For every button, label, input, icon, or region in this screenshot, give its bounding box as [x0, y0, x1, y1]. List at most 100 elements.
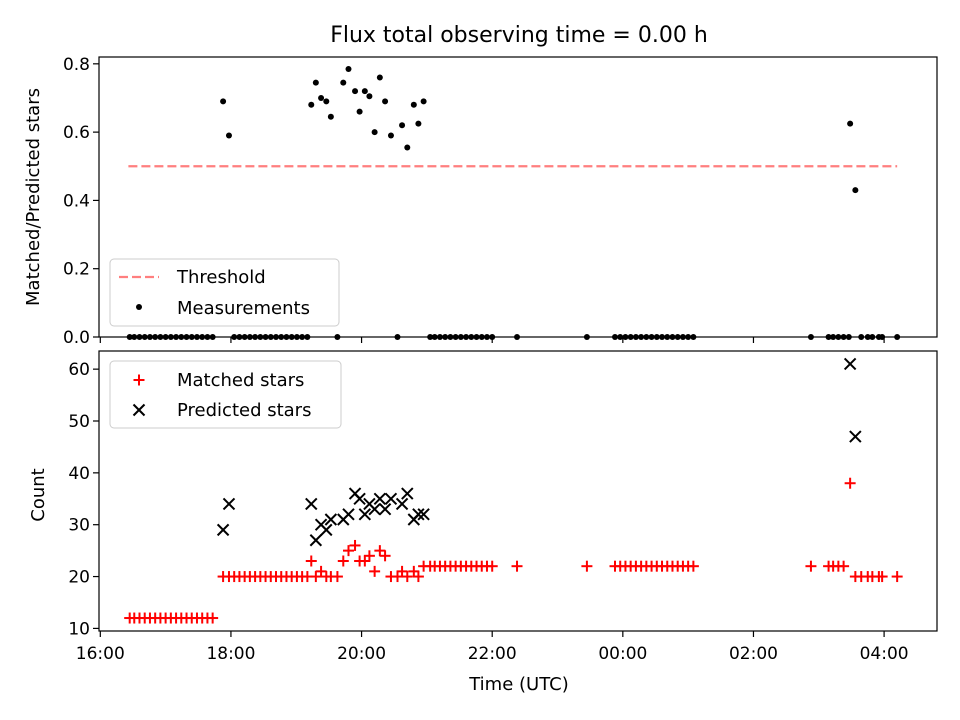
matched-star-marker: [369, 565, 381, 577]
top-x-ticks: [99, 337, 885, 343]
measurement-point: [318, 94, 325, 101]
measurement-point: [356, 108, 363, 115]
matched-star-marker: [207, 612, 219, 624]
bottom-plot-marks: [124, 357, 903, 624]
measurement-point: [371, 129, 378, 136]
predicted-star-stroke-b: [216, 523, 230, 537]
bottom-x-tick-label: 22:00: [468, 644, 517, 664]
matched-star-marker: [401, 571, 413, 583]
predicted-star-stroke-b: [353, 492, 366, 505]
measurement-point: [387, 132, 394, 139]
bottom-axes-frame: [98, 350, 938, 632]
matched-star-marker: [363, 550, 375, 562]
legend-measurements-swatch: [136, 304, 142, 310]
bottom-x-tick-label: 02:00: [729, 644, 778, 664]
predicted-star-marker: [412, 508, 425, 521]
predicted-star-stroke-b: [305, 497, 318, 511]
top-y-tick-label: 0.6: [63, 123, 90, 143]
measurement-point: [366, 93, 373, 100]
predicted-star-stroke-b: [358, 508, 372, 521]
measurement-point: [345, 65, 352, 72]
predicted-star-marker: [849, 430, 862, 443]
bottom-panel: 10 20 30 40 50 60 16:00 18:00 20:00 22:00 00:00 02…: [28, 350, 938, 695]
bottom-legend: Matched stars Predicted stars: [109, 360, 342, 429]
matched-star-marker: [805, 560, 817, 572]
legend-predicted-swatch-b: [132, 403, 146, 417]
predicted-star-marker: [320, 523, 333, 537]
predicted-star-marker: [305, 497, 318, 511]
top-legend-box: [109, 258, 340, 327]
bottom-y-tick-label: 40: [68, 464, 90, 484]
bottom-x-tick-label: 18:00: [206, 644, 255, 664]
top-y-tick-label: 0.8: [63, 55, 90, 75]
top-panel: 0.00.20.40.60.8 Matched/Predicted stars …: [23, 55, 938, 348]
measurement-point: [420, 98, 427, 105]
top-y-tick-label: 0.2: [63, 260, 90, 280]
bottom-y-axis: 10 20 30 40 50 60: [68, 360, 99, 639]
predicted-star-marker: [384, 492, 398, 505]
measurement-point: [327, 113, 334, 120]
measurement-point: [847, 120, 854, 127]
measurement-point: [323, 98, 330, 105]
top-y-axis: 0.0 0.2 0.4 0.6 0.8: [63, 55, 99, 348]
predicted-star-marker: [353, 492, 366, 505]
predicted-star-stroke-b: [412, 508, 425, 521]
matched-star-marker: [412, 571, 424, 583]
matched-star-marker: [331, 571, 343, 583]
matched-star-marker: [876, 571, 888, 583]
top-axes-frame: [98, 56, 938, 338]
bottom-x-tick-label: 20:00: [337, 644, 386, 664]
bottom-x-tick-label: 04:00: [860, 644, 909, 664]
legend-matched-label: Matched stars: [177, 370, 304, 391]
predicted-star-stroke-b: [378, 502, 392, 516]
matched-star-marker: [838, 560, 850, 572]
predicted-star-marker: [417, 508, 430, 521]
predicted-star-stroke-b: [384, 492, 398, 505]
measurement-point: [308, 101, 315, 108]
measurement-point: [361, 88, 368, 95]
figure-title: Flux total observing time = 0.00 h: [330, 23, 708, 48]
predicted-star-marker: [378, 502, 392, 516]
bottom-x-axis: 16:00 18:00 20:00 22:00 00:00 02:00 04:00: [76, 631, 909, 664]
measurement-point: [852, 187, 859, 194]
predicted-star-marker: [843, 357, 857, 371]
matched-star-marker: [310, 571, 322, 583]
predicted-star-marker: [342, 508, 355, 521]
bottom-y-tick-label: 50: [68, 412, 90, 432]
measurement-point: [220, 98, 227, 105]
measurement-point: [376, 74, 383, 81]
measurement-point: [352, 88, 359, 95]
matched-star-marker: [687, 560, 699, 572]
legend-threshold-label: Threshold: [176, 267, 266, 288]
predicted-star-stroke-b: [373, 492, 387, 505]
bottom-y-tick-label: 10: [68, 619, 90, 639]
top-y-axis-label: Matched/Predicted stars: [23, 88, 44, 306]
legend-predicted-label: Predicted stars: [177, 400, 311, 421]
predicted-star-stroke-b: [324, 513, 338, 526]
legend-measurements-label: Measurements: [177, 298, 310, 319]
predicted-star-stroke-b: [417, 508, 430, 521]
predicted-star-marker: [216, 523, 230, 537]
matched-star-marker: [315, 565, 327, 577]
matched-star-marker: [581, 560, 593, 572]
predicted-star-stroke-b: [342, 508, 355, 521]
matched-star-marker: [305, 555, 317, 567]
measurement-point: [312, 79, 319, 86]
bottom-x-tick-label: 16:00: [76, 644, 125, 664]
measurement-point: [399, 122, 406, 129]
predicted-star-stroke-b: [395, 497, 409, 511]
matched-star-marker: [396, 565, 408, 577]
top-y-tick-label: 0.4: [63, 191, 90, 211]
measurement-point: [404, 144, 411, 151]
predicted-star-stroke-b: [368, 502, 381, 516]
matched-star-marker: [337, 555, 349, 567]
bottom-y-tick-label: 30: [68, 516, 90, 536]
bottom-x-axis-label: Time (UTC): [468, 674, 569, 695]
matched-star-marker: [844, 477, 856, 489]
measurement-point: [415, 120, 422, 127]
measurement-point: [382, 98, 389, 105]
predicted-star-marker: [222, 497, 236, 511]
matched-star-marker: [891, 571, 903, 583]
